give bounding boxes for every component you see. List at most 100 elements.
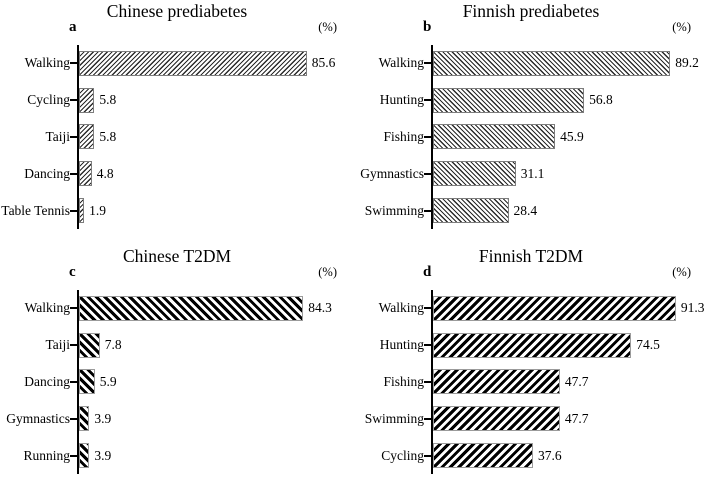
category-label: Dancing [24, 373, 70, 389]
value-label: 74.5 [636, 337, 660, 353]
category-label: Walking [24, 300, 70, 316]
bar-row: Fishing 45.9 [354, 119, 708, 156]
axis-tick-mark [70, 62, 77, 65]
bar [79, 369, 95, 395]
axis-tick-mark [424, 172, 431, 175]
bar [79, 332, 100, 358]
category-label: Fishing [383, 373, 424, 389]
axis-tick-mark [70, 209, 77, 212]
bar-row: Table Tennis 1.9 [0, 192, 354, 229]
category-label: Fishing [383, 128, 424, 144]
bar-row: Swimming 28.4 [354, 192, 708, 229]
bar [79, 87, 95, 113]
plot-area: Walking 84.3 Taiji 7.8 Dancing 5.9 Gymna… [0, 290, 354, 478]
panel-letter: c [69, 264, 76, 280]
value-label: 47.7 [564, 410, 589, 426]
category-label: Table Tennis [1, 202, 70, 218]
panel-letter: b [423, 19, 432, 35]
axis-tick-mark [70, 344, 77, 347]
category-label: Walking [24, 55, 70, 71]
bar-row: Taiji 5.8 [0, 119, 354, 156]
category-label: Dancing [24, 165, 70, 181]
axis-tick-mark [424, 307, 431, 310]
category-label: Taiji [45, 128, 70, 144]
axis-tick-mark [70, 454, 77, 457]
value-label: 5.9 [99, 373, 117, 389]
value-label: 56.8 [589, 92, 613, 108]
bar [79, 161, 92, 187]
axis-tick-mark [70, 99, 77, 102]
bar [433, 161, 516, 187]
value-label: 5.8 [99, 128, 117, 144]
bar-rows: Walking 91.3 Hunting 74.5 Fishing 47.7 S… [354, 290, 708, 474]
percent-unit-label: (%) [318, 20, 337, 34]
bar-row: Gymnastics 31.1 [354, 155, 708, 192]
axis-tick-mark [70, 380, 77, 383]
bar-rows: Walking 85.6 Cycling 5.8 Taiji 5.8 Danci… [0, 45, 354, 229]
category-label: Hunting [379, 92, 424, 108]
bar-row: Hunting 74.5 [354, 327, 708, 364]
bar-row: Cycling 37.6 [354, 437, 708, 474]
percent-unit-label: (%) [672, 20, 691, 34]
category-label: Walking [378, 55, 424, 71]
bar [433, 295, 676, 321]
axis-tick-mark [424, 209, 431, 212]
bar [79, 295, 304, 321]
bar-row: Gymnastics 3.9 [0, 400, 354, 437]
value-label: 37.6 [538, 447, 562, 463]
category-label: Running [23, 447, 70, 463]
category-label: Gymnastics [360, 165, 424, 181]
axis-tick-mark [70, 417, 77, 420]
bar-row: Walking 91.3 [354, 290, 708, 327]
category-label: Cycling [27, 92, 70, 108]
y-axis-line [431, 290, 433, 474]
chart-panel-b: Finnish prediabetes b (%) Walking 89.2 H… [354, 0, 708, 245]
value-label: 5.8 [99, 92, 117, 108]
bar-rows: Walking 89.2 Hunting 56.8 Fishing 45.9 G… [354, 45, 708, 229]
bar [433, 406, 560, 432]
bar-row: Running 3.9 [0, 437, 354, 474]
bar-rows: Walking 84.3 Taiji 7.8 Dancing 5.9 Gymna… [0, 290, 354, 474]
bar-row: Cycling 5.8 [0, 82, 354, 119]
plot-area: Walking 91.3 Hunting 74.5 Fishing 47.7 S… [354, 290, 708, 478]
panel-letter: a [69, 19, 77, 35]
axis-tick-mark [424, 135, 431, 138]
axis-tick-mark [424, 344, 431, 347]
value-label: 91.3 [680, 300, 705, 316]
category-label: Swimming [364, 202, 424, 218]
y-axis-line [431, 45, 433, 229]
plot-area: Walking 89.2 Hunting 56.8 Fishing 45.9 G… [354, 45, 708, 233]
bar [433, 369, 560, 395]
bar [433, 198, 509, 224]
bar [433, 332, 632, 358]
percent-unit-label: (%) [672, 265, 691, 279]
bar-row: Taiji 7.8 [0, 327, 354, 364]
panel-letter: d [423, 264, 432, 280]
bar [433, 50, 671, 76]
axis-tick-mark [70, 172, 77, 175]
panel-title: Chinese T2DM [122, 246, 232, 266]
value-label: 7.8 [104, 337, 122, 353]
bar-row: Fishing 47.7 [354, 364, 708, 401]
bar [79, 406, 90, 432]
chart-panel-a: Chinese prediabetes a (%) Walking 85.6 C… [0, 0, 354, 245]
panel-title: Chinese prediabetes [106, 1, 248, 21]
value-label: 45.9 [560, 128, 584, 144]
bar-row: Dancing 5.9 [0, 364, 354, 401]
value-label: 1.9 [89, 202, 106, 218]
bar-row: Swimming 47.7 [354, 400, 708, 437]
bar [433, 124, 556, 150]
value-label: 28.4 [513, 202, 538, 218]
category-label: Hunting [379, 337, 424, 353]
category-label: Taiji [45, 337, 70, 353]
value-label: 3.9 [94, 447, 112, 463]
category-label: Gymnastics [6, 410, 70, 426]
value-label: 85.6 [311, 55, 336, 71]
bar-row: Walking 84.3 [0, 290, 354, 327]
plot-area: Walking 85.6 Cycling 5.8 Taiji 5.8 Danci… [0, 45, 354, 233]
axis-tick-mark [424, 380, 431, 383]
category-label: Cycling [381, 447, 424, 463]
axis-tick-mark [70, 135, 77, 138]
category-label: Walking [378, 300, 424, 316]
category-label: Swimming [364, 410, 424, 426]
